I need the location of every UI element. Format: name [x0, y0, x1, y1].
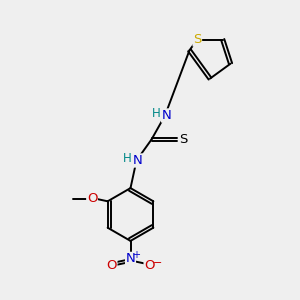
Text: N: N: [162, 109, 171, 122]
Text: S: S: [193, 33, 202, 46]
Text: O: O: [87, 192, 97, 206]
Text: S: S: [179, 133, 188, 146]
Text: H: H: [123, 152, 132, 165]
Text: O: O: [144, 259, 155, 272]
Text: O: O: [106, 259, 117, 272]
Text: H: H: [152, 106, 160, 120]
Text: −: −: [153, 258, 162, 268]
Text: N: N: [133, 154, 143, 167]
Text: N: N: [126, 252, 135, 266]
Text: +: +: [132, 250, 140, 260]
